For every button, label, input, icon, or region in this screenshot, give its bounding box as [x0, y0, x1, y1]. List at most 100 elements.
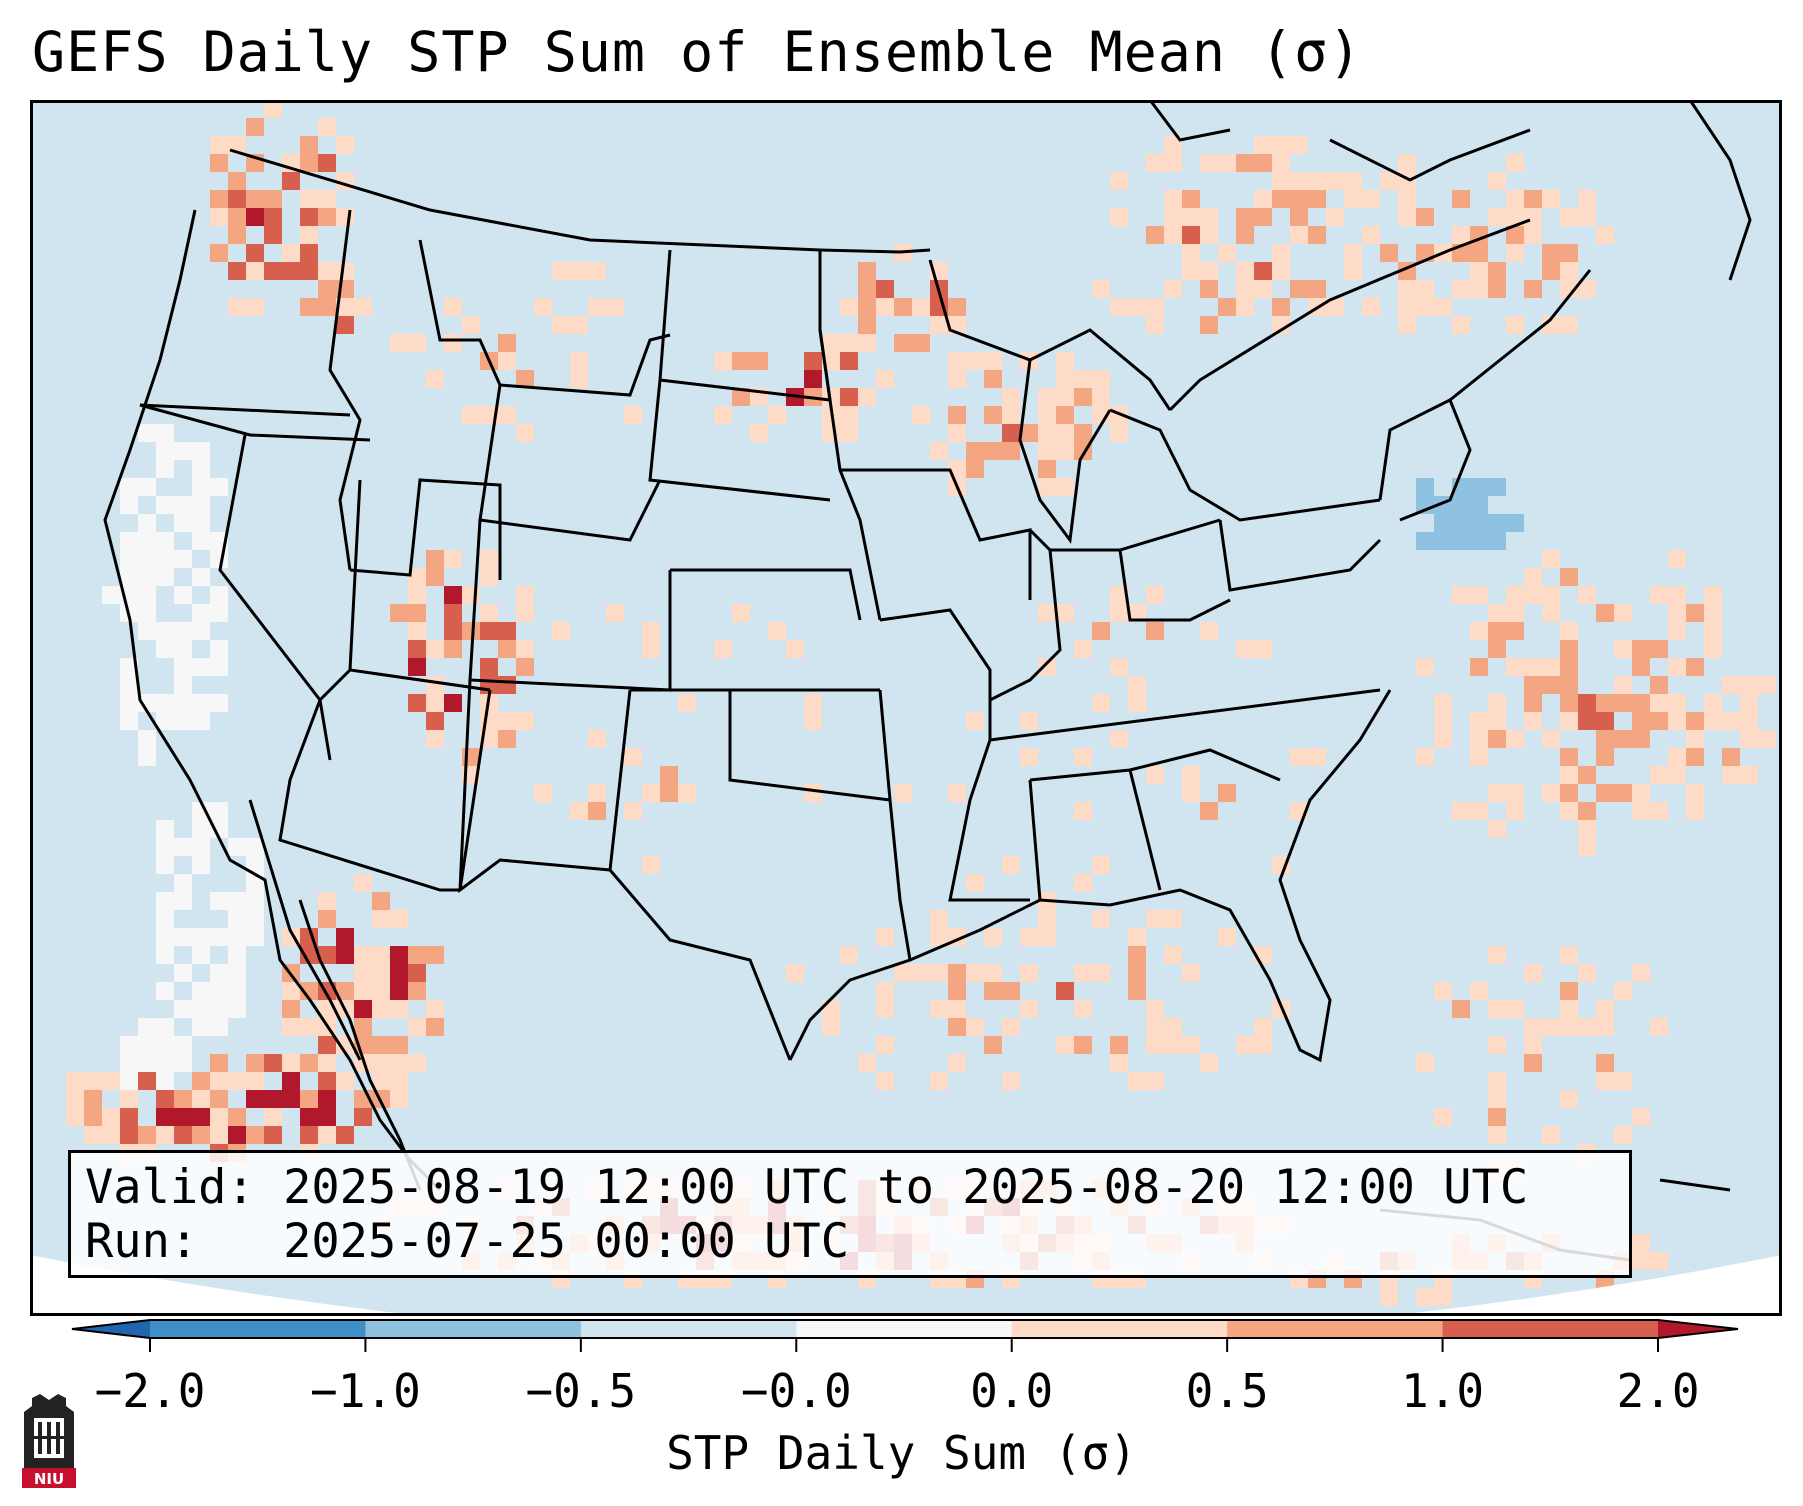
valid-run-info-box: Valid: 2025-08-19 12:00 UTC to 2025-08-2… [68, 1150, 1632, 1278]
anomaly-cell [408, 694, 426, 712]
anomaly-cell [192, 604, 210, 622]
anomaly-cell [1578, 820, 1596, 838]
anomaly-cell [192, 442, 210, 460]
anomaly-cell [282, 982, 300, 1000]
anomaly-cell [1488, 280, 1506, 298]
anomaly-cell [444, 298, 462, 316]
anomaly-cell [1164, 154, 1182, 172]
anomaly-cell [120, 496, 138, 514]
anomaly-cell [210, 658, 228, 676]
anomaly-cell [930, 964, 948, 982]
anomaly-cell [984, 352, 1002, 370]
anomaly-cell [1722, 676, 1740, 694]
anomaly-cell [804, 712, 822, 730]
anomaly-cell [1488, 478, 1506, 496]
anomaly-cell [1074, 388, 1092, 406]
anomaly-cell [174, 1054, 192, 1072]
anomaly-cell [228, 1126, 246, 1144]
anomaly-cell [1560, 1000, 1578, 1018]
anomaly-cell [1128, 1072, 1146, 1090]
anomaly-cell [1452, 496, 1470, 514]
anomaly-cell [1164, 208, 1182, 226]
anomaly-cell [1578, 586, 1596, 604]
anomaly-cell [156, 1036, 174, 1054]
anomaly-cell [1110, 1054, 1128, 1072]
anomaly-cell [246, 190, 264, 208]
anomaly-cell [552, 622, 570, 640]
anomaly-cell [678, 694, 696, 712]
anomaly-cell [1578, 964, 1596, 982]
anomaly-cell [66, 1090, 84, 1108]
anomaly-cell [1254, 1036, 1272, 1054]
anomaly-cell [1254, 640, 1272, 658]
anomaly-cell [858, 1054, 876, 1072]
anomaly-cell [624, 802, 642, 820]
anomaly-cell [1596, 1018, 1614, 1036]
anomaly-cell [1236, 226, 1254, 244]
anomaly-cell [246, 856, 264, 874]
anomaly-cell [1578, 694, 1596, 712]
anomaly-cell [948, 964, 966, 982]
anomaly-cell [1578, 712, 1596, 730]
anomaly-cell [1488, 1090, 1506, 1108]
anomaly-cell [372, 1000, 390, 1018]
anomaly-cell [1704, 640, 1722, 658]
anomaly-cell [336, 316, 354, 334]
anomaly-cell [1668, 712, 1686, 730]
anomaly-cell [318, 208, 336, 226]
anomaly-cell [1668, 550, 1686, 568]
anomaly-cell [1632, 694, 1650, 712]
anomaly-cell [660, 766, 678, 784]
anomaly-cell [246, 208, 264, 226]
anomaly-cell [1560, 676, 1578, 694]
anomaly-cell [390, 1090, 408, 1108]
anomaly-cell [1614, 694, 1632, 712]
anomaly-cell [120, 478, 138, 496]
anomaly-cell [1668, 766, 1686, 784]
anomaly-cell [768, 622, 786, 640]
anomaly-cell [1200, 622, 1218, 640]
anomaly-cell [1524, 190, 1542, 208]
anomaly-cell [174, 1108, 192, 1126]
anomaly-cell [930, 928, 948, 946]
anomaly-cell [1110, 298, 1128, 316]
anomaly-cell [138, 748, 156, 766]
anomaly-cell [336, 982, 354, 1000]
anomaly-cell [552, 262, 570, 280]
anomaly-cell [264, 226, 282, 244]
anomaly-cell [1020, 964, 1038, 982]
anomaly-cell [1506, 154, 1524, 172]
anomaly-cell [1650, 712, 1668, 730]
anomaly-cell [1344, 172, 1362, 190]
anomaly-cell [192, 802, 210, 820]
anomaly-cell [1452, 226, 1470, 244]
anomaly-cell [1164, 190, 1182, 208]
anomaly-cell [1146, 766, 1164, 784]
anomaly-cell [1218, 784, 1236, 802]
anomaly-cell [210, 154, 228, 172]
anomaly-cell [516, 424, 534, 442]
anomaly-cell [1578, 280, 1596, 298]
anomaly-cell [1686, 712, 1704, 730]
anomaly-cell [1470, 496, 1488, 514]
anomaly-cell [1290, 748, 1308, 766]
anomaly-cell [840, 388, 858, 406]
anomaly-cell [948, 424, 966, 442]
anomaly-cell [1578, 190, 1596, 208]
anomaly-cell [1524, 568, 1542, 586]
anomaly-cell [1632, 730, 1650, 748]
anomaly-cell [1758, 730, 1776, 748]
anomaly-cell [660, 784, 678, 802]
anomaly-cell [1650, 766, 1668, 784]
anomaly-cell [1020, 1000, 1038, 1018]
anomaly-cell [1614, 1126, 1632, 1144]
anomaly-cell [1056, 388, 1074, 406]
anomaly-cell [1596, 712, 1614, 730]
anomaly-cell [174, 442, 192, 460]
anomaly-cell [876, 982, 894, 1000]
anomaly-cell [1542, 190, 1560, 208]
anomaly-cell [1650, 1252, 1668, 1270]
anomaly-cell [840, 352, 858, 370]
anomaly-cell [1002, 856, 1020, 874]
anomaly-cell [1740, 712, 1758, 730]
